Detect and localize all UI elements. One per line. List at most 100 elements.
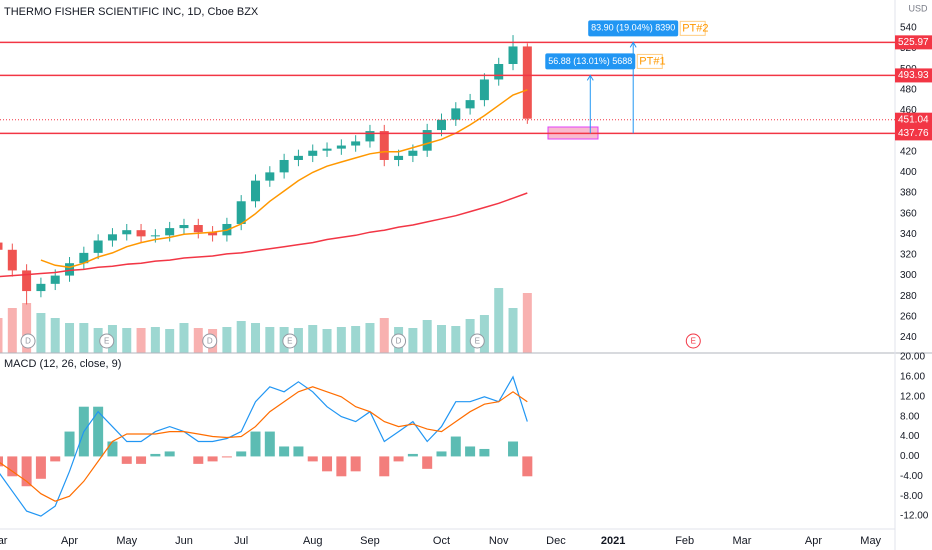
level-badge xyxy=(895,112,932,127)
y2-tick-label: 0.00 xyxy=(900,451,920,462)
level-badge xyxy=(895,126,932,141)
signal-line xyxy=(0,386,528,502)
candle-body xyxy=(150,235,160,237)
pt-label: PT#1 xyxy=(639,55,665,67)
volume-bar xyxy=(494,288,504,353)
volume-bar xyxy=(136,328,146,353)
event-icon xyxy=(685,333,701,349)
level-label: 525.97 xyxy=(898,37,929,48)
y-tick-label: 280 xyxy=(900,291,917,302)
candle-body xyxy=(351,141,361,146)
candle-body xyxy=(79,252,89,264)
volume-bar xyxy=(451,326,461,353)
volume-bar xyxy=(93,328,103,353)
volume-bar xyxy=(236,321,246,353)
volume-bar xyxy=(351,326,361,353)
histogram-bar xyxy=(336,456,347,477)
histogram-bar xyxy=(50,456,61,462)
x-tick-label: Aug xyxy=(303,535,323,547)
y-tick-label: 260 xyxy=(900,312,917,323)
event-label: D xyxy=(207,337,213,346)
candle-body xyxy=(408,150,418,156)
x-tick-label: Oct xyxy=(433,535,450,547)
histogram-bar xyxy=(93,406,104,457)
arrow-head xyxy=(629,41,637,48)
indicator-title: MACD (12, 26, close, 9) xyxy=(4,358,121,370)
candle-body xyxy=(208,232,218,236)
candle-body xyxy=(165,228,175,236)
volume-bar xyxy=(265,327,275,353)
volume-bar xyxy=(79,323,89,353)
volume-bar xyxy=(7,308,17,353)
x-tick-label: Nov xyxy=(489,535,509,547)
macd-line xyxy=(0,375,528,517)
candle-body xyxy=(22,270,32,292)
candle-body xyxy=(465,100,475,109)
candle-body xyxy=(508,46,518,64)
x-tick-label: May xyxy=(116,535,137,547)
volume-bar xyxy=(365,323,375,353)
volume-bar xyxy=(479,315,489,353)
histogram-bar xyxy=(207,456,218,462)
candle-body xyxy=(522,46,532,119)
candle-body xyxy=(7,249,17,271)
chart-title: THERMO FISHER SCIENTIFIC INC, 1D, Cboe B… xyxy=(4,6,259,18)
event-icon xyxy=(202,333,218,349)
volume-bar xyxy=(165,329,175,353)
candle-body xyxy=(122,230,132,235)
volume-bar xyxy=(379,318,389,353)
y2-tick-label: 16.00 xyxy=(900,372,925,383)
histogram-bar xyxy=(379,456,390,477)
histogram-bar xyxy=(0,456,3,467)
target-text: 83.90 (19.04%) 8390 xyxy=(591,23,675,33)
volume-bar xyxy=(0,318,3,353)
y-tick-label: 300 xyxy=(900,270,917,281)
volume-bar xyxy=(308,325,318,353)
histogram-bar xyxy=(465,446,476,457)
event-label: D xyxy=(25,337,31,346)
x-tick-label: Feb xyxy=(675,535,694,547)
level-badge xyxy=(895,35,932,50)
level-label: 451.04 xyxy=(898,114,929,125)
arrow-head xyxy=(586,74,594,81)
volume-bar xyxy=(193,328,203,353)
x-tick-label: Apr xyxy=(61,535,78,547)
histogram-bar xyxy=(508,441,519,457)
histogram-bar xyxy=(121,456,132,464)
y-tick-label: 460 xyxy=(900,105,917,116)
candle-body xyxy=(93,240,103,253)
x-tick-label: May xyxy=(860,535,881,547)
histogram-bar xyxy=(436,451,447,457)
pt-box xyxy=(636,53,663,69)
histogram-bar xyxy=(250,431,261,457)
event-icon xyxy=(99,333,115,349)
x-tick-label: Jun xyxy=(175,535,193,547)
histogram-bar xyxy=(7,456,18,477)
candle-body xyxy=(379,131,389,160)
histogram-bar xyxy=(35,456,46,479)
event-label: E xyxy=(104,337,109,346)
histogram-bar xyxy=(150,453,161,457)
candle-body xyxy=(451,108,461,120)
candle-body xyxy=(36,283,46,292)
histogram-bar xyxy=(479,448,490,457)
candle-body xyxy=(265,172,275,181)
y-tick-label: 240 xyxy=(900,332,917,343)
event-icon xyxy=(391,333,407,349)
candle-body xyxy=(479,79,489,101)
y2-tick-label: -8.00 xyxy=(900,491,923,502)
volume-bar xyxy=(465,319,475,353)
volume-bar xyxy=(336,327,346,353)
x-tick-label: Mar xyxy=(732,535,751,547)
y-tick-label: 540 xyxy=(900,23,917,34)
histogram-bar xyxy=(136,456,147,464)
level-label: 437.76 xyxy=(898,128,929,139)
volume-bar xyxy=(122,328,132,353)
histogram-bar xyxy=(307,456,318,462)
candle-body xyxy=(107,234,117,241)
candle-body xyxy=(179,225,189,229)
pt-label: PT#2 xyxy=(682,22,708,34)
candle-body xyxy=(279,159,289,173)
candle-body xyxy=(422,130,432,151)
